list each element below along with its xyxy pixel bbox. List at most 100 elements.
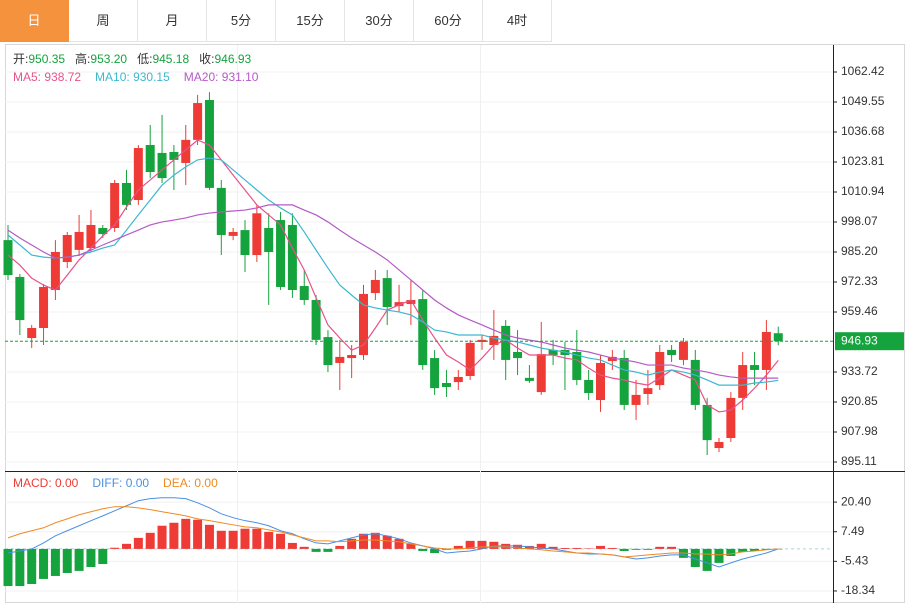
candle-body <box>631 394 641 405</box>
candle-body <box>643 388 653 394</box>
y-tick-label: 972.33 <box>841 274 878 288</box>
period-tab[interactable]: 30分 <box>345 0 414 42</box>
macd-bar <box>477 540 487 549</box>
candle-body <box>714 441 724 449</box>
macd-bar <box>228 530 238 549</box>
macd-bar <box>726 548 736 557</box>
info-value: 945.18 <box>152 52 189 66</box>
period-tab[interactable]: 周 <box>69 0 138 42</box>
y-tick-label: 1010.94 <box>841 184 885 198</box>
macd-bar <box>252 528 262 549</box>
candle-body <box>548 349 558 356</box>
y-tick-label: 20.40 <box>841 494 871 508</box>
macd-bar <box>347 538 357 549</box>
macd-bar <box>264 531 274 549</box>
legend-entry: DIFF: 0.00 <box>92 476 149 490</box>
candle-body <box>347 355 357 359</box>
period-tab[interactable]: 日 <box>0 0 69 42</box>
macd-bar <box>430 548 440 554</box>
macd-bar <box>584 548 594 549</box>
legend-entry: MA10: 930.15 <box>95 70 170 84</box>
candle-body <box>181 139 191 163</box>
candle-body <box>596 362 605 401</box>
candle-body <box>50 251 60 290</box>
candle-body <box>655 352 665 386</box>
info-label: 收: <box>199 52 214 66</box>
candle-body <box>252 213 262 256</box>
macd-bar <box>406 543 416 549</box>
info-value: 950.35 <box>28 52 65 66</box>
y-tick-label: 1036.68 <box>841 124 885 138</box>
macd-bar <box>489 541 499 549</box>
macd-bar <box>3 548 13 587</box>
macd-bar <box>690 548 700 568</box>
info-value: 953.20 <box>90 52 127 66</box>
candle-body <box>145 145 155 173</box>
candle-body <box>299 286 309 301</box>
period-tab[interactable]: 4时 <box>483 0 552 42</box>
candle-body <box>228 231 238 236</box>
candle-body <box>359 293 368 356</box>
period-tab[interactable]: 5分 <box>207 0 276 42</box>
info-label: 开: <box>13 52 28 66</box>
legend-entry: MA20: 931.10 <box>184 70 259 84</box>
candle-body <box>702 404 712 441</box>
candle-body <box>133 148 143 201</box>
last-price-box <box>835 332 904 351</box>
candle-body <box>74 231 84 250</box>
y-tick-label: 959.46 <box>841 304 878 318</box>
period-tabs: 日周月 5分 15分 30分 60分 4时 <box>0 0 552 42</box>
period-tab[interactable]: 月 <box>138 0 207 42</box>
candle-body <box>619 358 629 405</box>
candle-body <box>678 341 688 360</box>
candle-body <box>240 230 250 256</box>
candle-body <box>169 151 179 160</box>
macd-bar <box>667 546 677 549</box>
macd-bar <box>50 548 60 576</box>
period-tab[interactable]: 60分 <box>414 0 483 42</box>
candle-body <box>489 335 499 346</box>
y-tick-label: 1062.42 <box>841 64 885 78</box>
macd-bar <box>714 548 724 563</box>
macd-bar <box>335 545 345 549</box>
macd-bar <box>193 519 203 549</box>
candle-body <box>501 325 511 360</box>
candle-body <box>536 354 546 393</box>
candle-body <box>524 377 534 381</box>
macd-bar <box>62 548 72 573</box>
legend-entry: MA5: 938.72 <box>13 70 81 84</box>
macd-bar <box>560 547 570 549</box>
y-tick-label: 1023.81 <box>841 154 885 168</box>
candle-body <box>761 331 771 370</box>
macd-bar <box>524 545 534 549</box>
candle-body <box>335 356 345 363</box>
candle-body <box>453 376 463 383</box>
candle-body <box>430 358 440 389</box>
line-series <box>7 157 779 386</box>
period-tab[interactable]: 15分 <box>276 0 345 42</box>
macd-bar <box>98 548 108 565</box>
candle-body <box>110 182 120 228</box>
macd-bar <box>323 548 333 552</box>
macd-bar <box>157 525 167 549</box>
macd-bar <box>287 542 297 549</box>
candle-body <box>287 224 297 290</box>
macd-bar <box>702 548 712 571</box>
macd-bar <box>750 548 760 551</box>
candle-body <box>39 286 49 328</box>
candle-body <box>122 182 131 205</box>
macd-bar <box>216 530 226 549</box>
macd-bar <box>169 522 179 549</box>
macd-bar <box>181 518 191 549</box>
y-tick-label: 1049.55 <box>841 94 885 108</box>
candle-body <box>607 356 617 362</box>
macd-bar <box>359 533 368 549</box>
y-tick-label: 895.11 <box>841 454 877 468</box>
info-value: 946.93 <box>214 52 251 66</box>
macd-bar <box>596 545 605 549</box>
line-series <box>7 497 779 568</box>
macd-bar <box>311 548 321 552</box>
line-series <box>7 139 779 413</box>
candle-body <box>157 152 167 179</box>
